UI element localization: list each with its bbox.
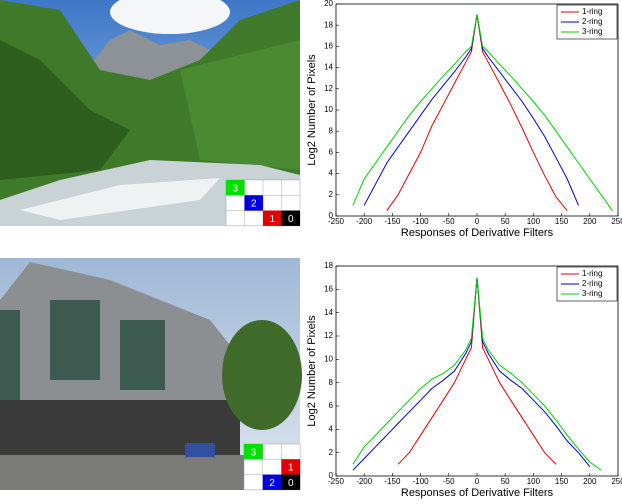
x-tick-label: 150 [555,217,569,226]
y-tick-label: 6 [329,401,334,410]
x-tick-label: 0 [475,477,480,486]
legend-label: 2-ring [582,17,602,26]
grid-label: 1 [269,214,275,225]
x-tick-label: 100 [527,477,541,486]
y-tick-label: 20 [324,0,333,8]
x-tick-label: -200 [356,477,373,486]
y-tick-label: 4 [329,169,334,178]
grid-cell [244,195,263,211]
legend-label: 1-ring [582,269,602,278]
x-tick-label: 250 [611,477,622,486]
y-tick-label: 0 [329,211,334,220]
y-tick-label: 6 [329,148,334,157]
legend-label: 3-ring [582,27,602,36]
x-tick-label: -100 [413,217,430,226]
legend-label: 1-ring [582,7,602,16]
grid-cell [262,474,282,490]
x-tick-label: 250 [611,217,622,226]
y-tick-label: 14 [324,63,333,72]
x-tick-label: -150 [384,477,401,486]
x-tick-label: -250 [328,217,345,226]
legend-label: 3-ring [582,289,602,298]
y-tick-label: 0 [329,471,334,480]
x-tick-label: -50 [443,217,455,226]
series-line [352,14,613,211]
grid-cell [281,210,300,226]
y-axis-label: Log2 Number of Pixels [306,315,318,427]
y-tick-label: 18 [324,20,333,29]
y-axis-label: Log2 Number of Pixels [306,54,318,166]
grid-cell [244,444,263,460]
y-tick-label: 2 [329,190,334,199]
y-tick-label: 4 [329,424,334,433]
y-tick-label: 18 [324,261,333,270]
x-tick-label: -250 [328,477,345,486]
grid-label: 3 [232,183,238,194]
grid-cell [226,180,245,196]
series-line [352,277,602,471]
x-tick-label: 150 [555,477,569,486]
photo-building [0,258,302,490]
y-tick-label: 8 [329,126,334,135]
grid-cell [281,459,301,475]
y-tick-label: 16 [324,284,333,293]
y-tick-label: 14 [324,308,333,317]
x-tick-label: -50 [443,477,455,486]
x-tick-label: 100 [527,217,541,226]
y-tick-label: 2 [329,448,334,457]
x-axis-label: Responses of Derivative Filters [401,487,554,499]
grid-label: 0 [288,214,294,225]
grid-label: 2 [251,199,257,210]
grid-label: 0 [288,478,294,489]
y-tick-label: 12 [324,331,333,340]
y-tick-label: 16 [324,42,333,51]
y-tick-label: 8 [329,378,334,387]
x-axis-label: Responses of Derivative Filters [401,227,554,239]
x-tick-label: 50 [501,217,510,226]
x-tick-label: 200 [583,477,597,486]
y-tick-label: 12 [324,84,333,93]
legend-label: 2-ring [582,279,602,288]
grid-label: 3 [251,447,257,458]
grid-label: 2 [269,478,275,489]
x-tick-label: -200 [356,217,373,226]
x-tick-label: 0 [475,217,480,226]
grid-cell [281,474,301,490]
x-tick-label: 50 [501,477,510,486]
x-tick-label: -100 [413,477,430,486]
photo-river [0,0,300,226]
grid-cell [263,210,282,226]
grid-label: 1 [288,463,294,474]
y-tick-label: 10 [324,105,333,114]
x-tick-label: -150 [384,217,401,226]
y-tick-label: 10 [324,354,333,363]
x-tick-label: 200 [583,217,597,226]
